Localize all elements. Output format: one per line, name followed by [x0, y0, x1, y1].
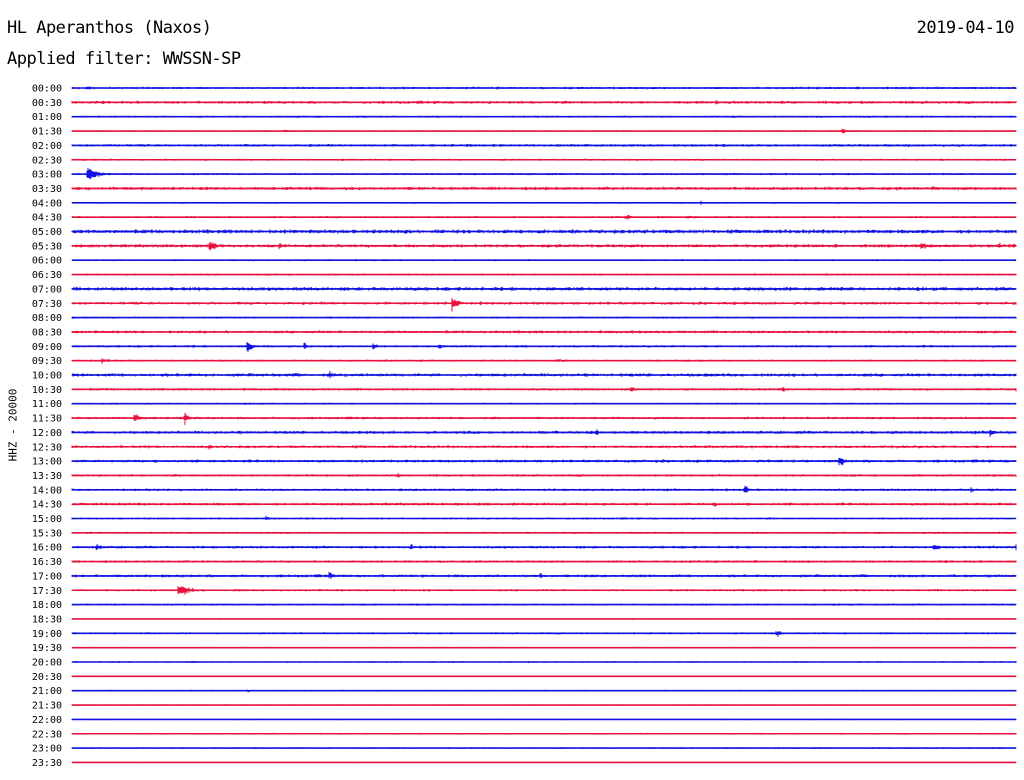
time-tick-0400: 04:00 — [32, 198, 62, 209]
time-tick-0530: 05:30 — [32, 241, 62, 252]
time-tick-1900: 19:00 — [32, 629, 62, 640]
time-tick-2300: 23:00 — [32, 744, 62, 755]
time-tick-0330: 03:30 — [32, 184, 62, 195]
time-tick-0700: 07:00 — [32, 284, 62, 295]
time-tick-1430: 14:30 — [32, 500, 62, 511]
time-tick-1930: 19:30 — [32, 643, 62, 654]
time-tick-1400: 14:00 — [32, 485, 62, 496]
time-tick-1630: 16:30 — [32, 557, 62, 568]
time-tick-0800: 08:00 — [32, 313, 62, 324]
time-tick-1500: 15:00 — [32, 514, 62, 525]
time-tick-2230: 22:30 — [32, 729, 62, 740]
time-tick-1800: 18:00 — [32, 600, 62, 611]
time-tick-0130: 01:30 — [32, 127, 62, 138]
time-tick-1330: 13:30 — [32, 471, 62, 482]
trace-signal-1130 — [71, 412, 1017, 425]
station-title: HL Aperanthos (Naxos) — [7, 18, 212, 38]
time-tick-0500: 05:00 — [32, 227, 62, 238]
time-tick-0730: 07:30 — [32, 299, 62, 310]
time-tick-0600: 06:00 — [32, 256, 62, 267]
time-tick-1230: 12:30 — [32, 442, 62, 453]
time-tick-1730: 17:30 — [32, 586, 62, 597]
time-tick-0030: 00:30 — [32, 98, 62, 109]
time-tick-0430: 04:30 — [32, 213, 62, 224]
time-tick-1830: 18:30 — [32, 614, 62, 625]
time-tick-0930: 09:30 — [32, 356, 62, 367]
time-tick-1300: 13:00 — [32, 457, 62, 468]
time-tick-0200: 02:00 — [32, 141, 62, 152]
time-tick-0630: 06:30 — [32, 270, 62, 281]
filter-label: Applied filter: WWSSN-SP — [7, 49, 241, 69]
time-tick-1530: 15:30 — [32, 528, 62, 539]
trace-signal-0730 — [71, 297, 1017, 312]
time-tick-2200: 22:00 — [32, 715, 62, 726]
time-tick-2100: 21:00 — [32, 686, 62, 697]
time-tick-0230: 02:30 — [32, 155, 62, 166]
time-tick-2030: 20:30 — [32, 672, 62, 683]
date-label: 2019-04-10 — [916, 18, 1015, 38]
time-tick-1030: 10:30 — [32, 385, 62, 396]
time-tick-1200: 12:00 — [32, 428, 62, 439]
time-tick-1000: 10:00 — [32, 371, 62, 382]
time-tick-0100: 01:00 — [32, 112, 62, 123]
time-tick-0900: 09:00 — [32, 342, 62, 353]
time-tick-2000: 20:00 — [32, 658, 62, 669]
time-tick-0830: 08:30 — [32, 327, 62, 338]
seismic-traces — [71, 86, 1017, 764]
time-tick-1130: 11:30 — [32, 414, 62, 425]
time-tick-1700: 17:00 — [32, 571, 62, 582]
time-tick-2130: 21:30 — [32, 701, 62, 712]
time-tick-0000: 00:00 — [32, 84, 62, 95]
time-tick-1600: 16:00 — [32, 543, 62, 554]
time-tick-2330: 23:30 — [32, 758, 62, 769]
time-tick-1100: 11:00 — [32, 399, 62, 410]
time-tick-0300: 03:00 — [32, 170, 62, 181]
time-tick-labels: 00:00 00:30 01:00 01:30 02:00 02:30 03:00 03:30… — [32, 84, 62, 769]
